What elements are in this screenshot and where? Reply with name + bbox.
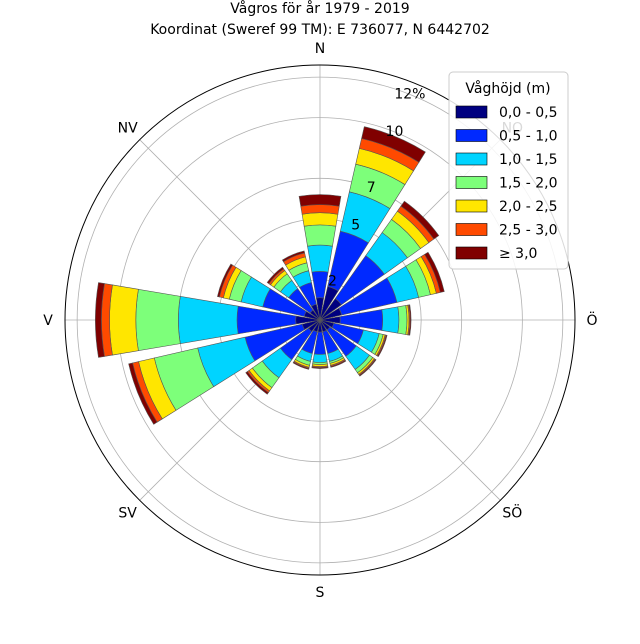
- bar-180-6: [311, 366, 329, 369]
- bar-90-6: [408, 304, 412, 336]
- bar-270-4: [109, 284, 139, 356]
- bar-22.5-6: [361, 126, 426, 163]
- legend-label-4: 2,0 - 2,5: [499, 199, 557, 215]
- radial-tick-label-0: 2: [328, 274, 337, 290]
- legend-swatch-6: [455, 246, 488, 260]
- legend-swatch-0: [455, 105, 488, 119]
- radial-tick-label-4: 12%: [394, 87, 425, 103]
- direction-label-2: Ö: [586, 311, 597, 329]
- direction-label-4: S: [316, 585, 325, 601]
- bar-247.5-6: [128, 362, 158, 425]
- outer-ring: [64, 64, 576, 576]
- legend-frame: [448, 71, 569, 270]
- legend: Våghöjd (m) 0,0 - 0,5 0,5 - 1,0 1,0 - 1,5 1…: [448, 71, 569, 270]
- direction-label-3: SÖ: [502, 503, 522, 521]
- bar-225-6: [245, 371, 269, 395]
- direction-label-6: V: [43, 313, 53, 329]
- bar-0-5: [300, 204, 340, 215]
- bar-202.5-6: [292, 361, 310, 370]
- bar-157.5-6: [330, 359, 347, 368]
- direction-label-0: N: [315, 41, 325, 57]
- legend-label-1: 0,5 - 1,0: [499, 129, 557, 145]
- radial-tick-label-2: 7: [367, 180, 376, 196]
- bar-270-6: [95, 282, 105, 358]
- bar-0-4: [301, 212, 339, 227]
- legend-swatch-2: [455, 152, 488, 166]
- direction-label-5: SV: [118, 505, 137, 521]
- bar-270-3: [135, 288, 181, 352]
- bar-180-2: [312, 353, 328, 363]
- direction-label-7: NV: [118, 121, 138, 137]
- bar-0-2: [307, 244, 333, 273]
- legend-label-2: 1,0 - 1,5: [499, 152, 557, 168]
- bar-0-3: [303, 224, 337, 247]
- bar-292.5-6: [217, 263, 233, 298]
- legend-label-0: 0,0 - 0,5: [499, 105, 557, 121]
- legend-label-6: ≥ 3,0: [499, 246, 537, 262]
- legend-label-3: 1,5 - 2,0: [499, 176, 557, 192]
- legend-swatch-3: [455, 176, 488, 189]
- bar-45-6: [400, 200, 440, 240]
- bar-337.5-6: [281, 250, 305, 263]
- bar-135-6: [358, 358, 377, 377]
- legend-title: Våghöjd (m): [465, 80, 550, 97]
- radial-tick-label-3: 10: [386, 124, 404, 140]
- bar-90-3: [397, 305, 408, 335]
- legend-swatch-4: [455, 199, 488, 213]
- bar-112.5-6: [377, 334, 388, 357]
- chart-subtitle: Koordinat (Sweref 99 TM): E 736077, N 64…: [150, 22, 490, 38]
- bar-315-6: [266, 266, 285, 285]
- radial-tick-label-1: 5: [351, 218, 360, 234]
- legend-label-5: 2,5 - 3,0: [499, 223, 557, 239]
- bar-90-2: [381, 306, 400, 334]
- bar-0-6: [298, 194, 342, 207]
- windrose-bars: [95, 126, 445, 425]
- legend-items: 0,0 - 0,5 0,5 - 1,0 1,0 - 1,5 1,5 - 2,0 2,0 …: [455, 105, 557, 262]
- legend-swatch-5: [455, 223, 488, 236]
- chart-title: Vågros för år 1979 - 2019: [230, 0, 409, 17]
- bar-270-2: [178, 296, 239, 344]
- radial-tick-labels: 2 5 7 10 12%: [328, 87, 425, 290]
- bar-67.5-6: [424, 251, 445, 293]
- legend-swatch-1: [455, 129, 488, 142]
